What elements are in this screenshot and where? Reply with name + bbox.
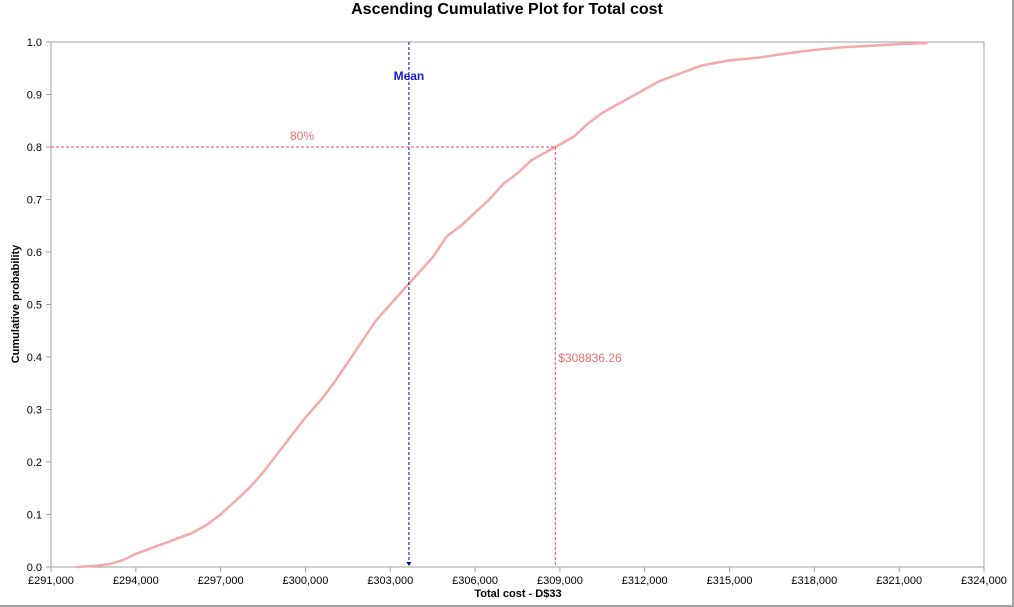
x-tick-label: £303,000 — [367, 575, 413, 587]
y-tick-label: 0.5 — [27, 300, 42, 312]
y-tick-label: 0.0 — [27, 562, 42, 574]
x-tick-label: £294,000 — [113, 575, 159, 587]
x-tick-label: £321,000 — [876, 575, 922, 587]
x-tick-label: £306,000 — [452, 575, 498, 587]
y-tick-label: 0.1 — [27, 510, 42, 522]
plot-border — [50, 41, 985, 568]
y-tick-label: 0.8 — [27, 142, 42, 154]
y-tick-label: 0.3 — [27, 405, 42, 417]
y-tick-label: 1.0 — [27, 37, 42, 49]
x-tick-label: £318,000 — [791, 575, 837, 587]
y-axis-title: Cumulative probability — [10, 244, 22, 363]
axes: 0.0 0.1 0.2 0.3 0.4 0.5 0.6 0.7 0.8 0.9 1.0 £291,00… — [27, 37, 1007, 587]
x-tick-label: £291,000 — [28, 575, 74, 587]
percentile-label: 80% — [290, 129, 314, 143]
y-tick-label: 0.9 — [27, 90, 42, 102]
y-tick-label: 0.4 — [27, 352, 42, 364]
x-tick-label: £324,000 — [961, 575, 1007, 587]
mean-label: Mean — [394, 69, 425, 83]
y-tick-label: 0.6 — [27, 247, 42, 259]
x-axis-title: Total cost - D$33 — [474, 588, 561, 600]
y-tick-label: 0.2 — [27, 457, 42, 469]
y-tick-label: 0.7 — [27, 195, 42, 207]
chart-title: Ascending Cumulative Plot for Total cost — [351, 1, 663, 18]
plot-area: Mean 80% $308836.26 — [51, 41, 928, 569]
x-tick-label: £315,000 — [707, 575, 753, 587]
x-tick-label: £297,000 — [198, 575, 244, 587]
cumulative-curve — [76, 41, 928, 569]
percentile-value-label: $308836.26 — [558, 351, 622, 365]
x-tick-label: £309,000 — [537, 575, 583, 587]
mean-marker-icon — [406, 562, 412, 566]
x-tick-label: £300,000 — [283, 575, 329, 587]
x-tick-label: £312,000 — [622, 575, 668, 587]
